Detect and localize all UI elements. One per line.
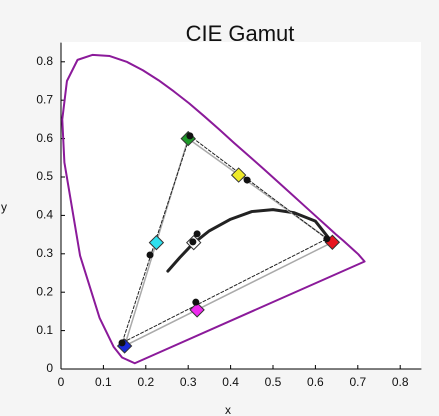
diamond-marker [189, 302, 205, 318]
x-tick-label: 0.4 [222, 375, 239, 389]
point-marker [193, 230, 201, 238]
plot-area [61, 42, 421, 369]
x-tick-label: 0 [58, 375, 65, 389]
point-marker [323, 235, 331, 243]
x-tick-label: 0.6 [307, 375, 324, 389]
point-marker [243, 176, 251, 184]
diamond-marker [230, 167, 247, 183]
x-tick-label: 0.3 [180, 375, 197, 389]
point-marker [118, 339, 126, 347]
y-tick-label: 0.3 [36, 246, 53, 260]
y-tick-label: 0.4 [36, 208, 53, 222]
series-line [61, 53, 366, 365]
x-axis-label: x [225, 403, 231, 416]
x-tick-label: 0.2 [137, 375, 154, 389]
x-tick-label: 0.7 [349, 375, 366, 389]
y-tick-label: 0 [46, 361, 53, 375]
x-tick-label: 0.8 [392, 375, 409, 389]
point-marker [189, 238, 197, 246]
y-tick-label: 0.6 [36, 131, 53, 145]
y-tick-label: 0.1 [36, 323, 53, 337]
y-tick-label: 0.2 [36, 284, 53, 298]
diamond-marker [148, 234, 165, 251]
point-marker [146, 251, 154, 259]
y-tick-label: 0.7 [36, 92, 53, 106]
point-marker [186, 132, 194, 140]
x-tick-label: 0.1 [95, 375, 112, 389]
series-line [166, 208, 330, 273]
y-tick-label: 0.8 [36, 54, 53, 68]
y-tick-label: 0.5 [36, 169, 53, 183]
point-marker [192, 298, 200, 306]
y-axis-label: y [1, 200, 7, 214]
chart-title: CIE Gamut [186, 21, 295, 46]
x-tick-label: 0.5 [265, 375, 282, 389]
